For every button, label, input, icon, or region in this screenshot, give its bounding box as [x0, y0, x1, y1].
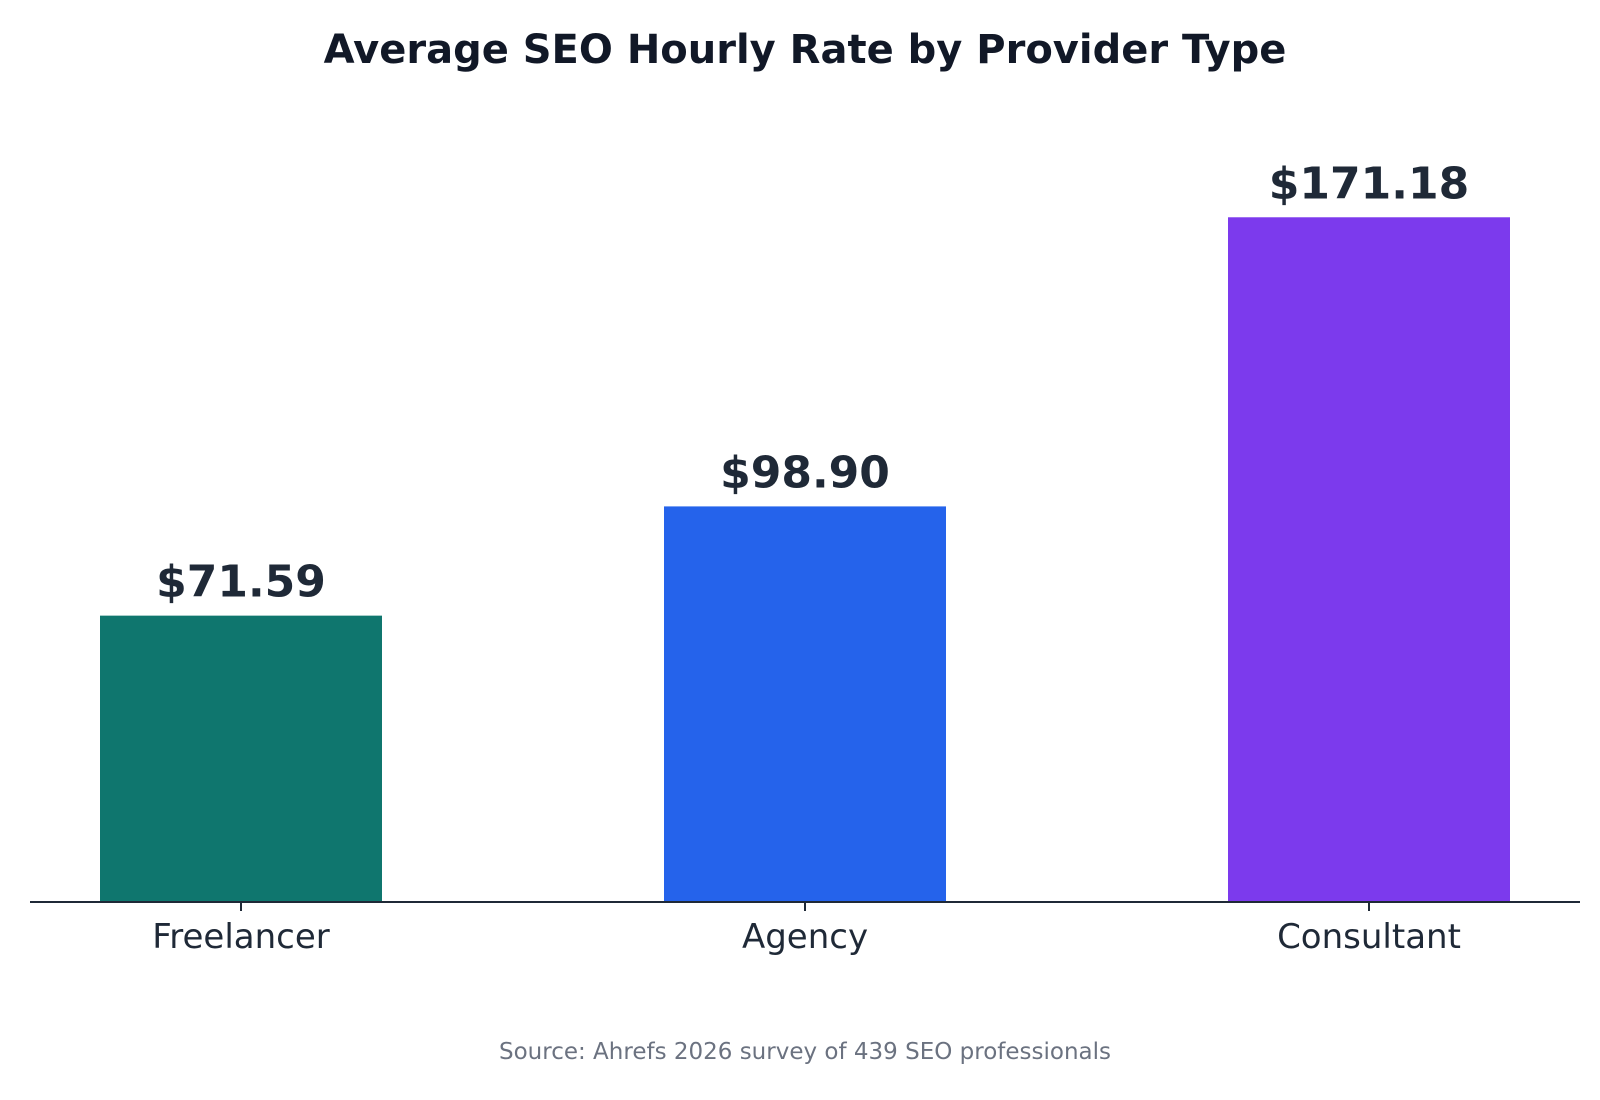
value-label-agency: $98.90 — [720, 447, 890, 498]
x-tick-label-freelancer: Freelancer — [152, 917, 330, 957]
chart-title: Average SEO Hourly Rate by Provider Type — [324, 27, 1287, 73]
bar-consultant — [1228, 217, 1510, 902]
bar-agency — [664, 506, 946, 902]
value-label-freelancer: $71.59 — [156, 557, 326, 608]
source-note: Source: Ahrefs 2026 survey of 439 SEO pr… — [499, 1039, 1111, 1065]
x-tick-label-agency: Agency — [742, 917, 868, 957]
x-axis-ticks: Freelancer Agency Consultant — [152, 902, 1461, 957]
x-tick-label-consultant: Consultant — [1277, 917, 1461, 957]
bar-freelancer — [100, 615, 382, 902]
bars-group: $71.59 $98.90 $171.18 — [100, 158, 1510, 902]
value-label-consultant: $171.18 — [1269, 158, 1469, 209]
